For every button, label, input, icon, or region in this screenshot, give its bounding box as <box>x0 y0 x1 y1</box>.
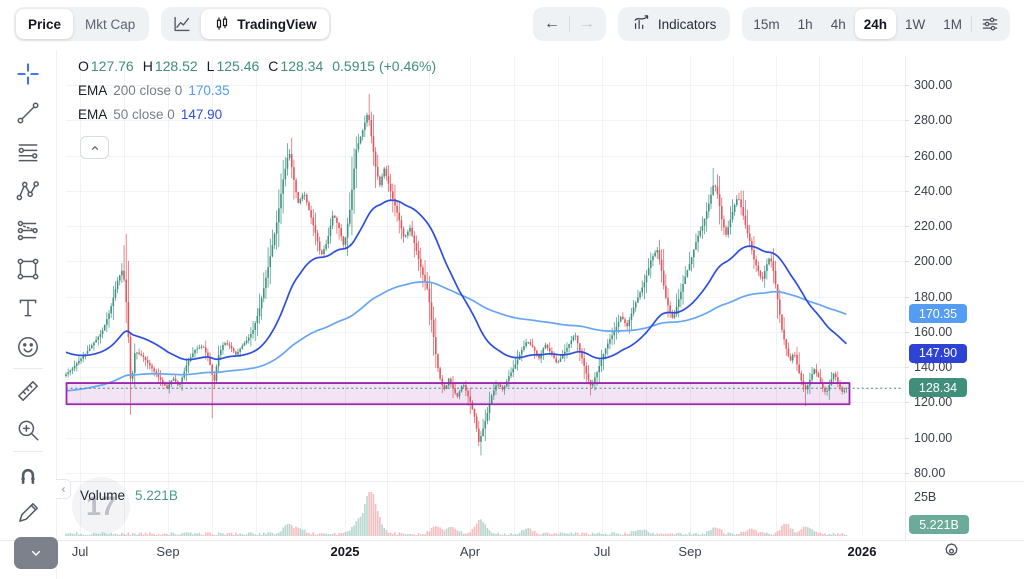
watermark-logo: 17 <box>72 477 130 535</box>
text-tool-icon[interactable] <box>11 288 45 327</box>
ruler-tool-icon[interactable] <box>11 371 45 410</box>
price-tick: 260.00 <box>914 148 953 163</box>
tab-mkt-cap[interactable]: Mkt Cap <box>85 16 136 32</box>
price-tick: 160.00 <box>914 324 953 339</box>
timeframe-24h[interactable]: 24h <box>854 9 896 39</box>
back-arrow-icon[interactable]: ← <box>543 15 560 32</box>
divider <box>13 368 43 369</box>
ema-200-row[interactable]: EMA 200 close 0 170.35 <box>78 83 230 98</box>
top-toolbar: Price Mkt Cap TradingView ← → <box>0 0 1024 48</box>
time-tick: Jul <box>593 544 611 559</box>
change-value: 0.5915 (+0.46%) <box>332 58 437 74</box>
timeframe-switch: 15m 1h 4h 24h 1W 1M <box>742 7 1010 41</box>
open-value: 127.76 <box>90 58 134 74</box>
indicators-button[interactable]: Indicators <box>617 7 731 41</box>
time-tick: Jul <box>71 544 89 559</box>
indicators-label: Indicators <box>657 16 717 32</box>
timeframe-1M[interactable]: 1M <box>943 16 962 32</box>
volume-last-badge: 5.221B <box>909 515 969 534</box>
chart-type-switch: TradingView <box>161 7 331 41</box>
chart-legend: O 127.76 H 128.52 L 125.46 C 128.34 0.5915 (… <box>78 58 437 159</box>
volume-legend: Volume 5.221B <box>80 488 178 503</box>
legend-collapse-button[interactable] <box>80 136 109 159</box>
price-tick: 120.00 <box>914 395 953 410</box>
ema-50-value: 147.90 <box>180 107 223 122</box>
ema-200-value: 170.35 <box>188 83 230 98</box>
pane-collapse-button[interactable] <box>56 479 71 499</box>
price-tick: 180.00 <box>914 289 953 304</box>
ema-50-row[interactable]: EMA 50 close 0 147.90 <box>78 107 223 122</box>
close-value: 128.34 <box>280 58 324 74</box>
divider <box>971 16 972 32</box>
long-position-tool-icon[interactable] <box>11 210 45 249</box>
time-tick: 2026 <box>847 544 877 559</box>
line-chart-icon[interactable] <box>163 9 201 39</box>
magnet-tool-icon[interactable] <box>11 454 45 493</box>
view-mode-switch: Price Mkt Cap <box>14 7 150 41</box>
timeframe-1W[interactable]: 1W <box>904 16 926 32</box>
divider <box>13 451 43 452</box>
timeframe-15m[interactable]: 15m <box>753 16 780 32</box>
indicators-icon <box>632 13 651 35</box>
volume-label: Volume <box>80 488 126 503</box>
time-tick: 2025 <box>330 544 360 559</box>
timeframe-1h[interactable]: 1h <box>797 16 813 32</box>
price-tick: 280.00 <box>914 113 953 128</box>
time-tick: Sep <box>156 544 180 559</box>
price-tick: 200.00 <box>914 254 953 269</box>
price-tick: 300.00 <box>914 78 953 92</box>
forward-arrow-icon[interactable]: → <box>578 15 595 32</box>
candlestick-icon <box>213 15 231 33</box>
price-badge: 147.90 <box>909 343 967 363</box>
draw-tool-icon[interactable] <box>11 493 45 532</box>
volume-value: 5.221B <box>135 488 178 503</box>
rectangle-tool-icon[interactable] <box>11 249 45 288</box>
zoom-in-tool-icon[interactable] <box>11 410 45 449</box>
price-tick: 80.00 <box>914 466 946 480</box>
price-badge: 128.34 <box>909 378 967 398</box>
crosshair-tool-icon[interactable] <box>11 54 45 93</box>
low-value: 125.46 <box>216 58 260 74</box>
emoji-tool-icon[interactable] <box>11 327 45 366</box>
timeframe-4h[interactable]: 4h <box>830 16 846 32</box>
history-nav: ← → <box>532 7 606 41</box>
tab-tradingview[interactable]: TradingView <box>201 9 329 39</box>
tradingview-label: TradingView <box>237 16 317 32</box>
toolbar-scroll-button[interactable] <box>14 537 58 569</box>
axis-settings-gear-icon[interactable] <box>941 541 962 567</box>
ohlc-row: O 127.76 H 128.52 L 125.46 C 128.34 0.5915 (… <box>78 58 437 74</box>
price-tick: 220.00 <box>914 219 953 234</box>
chevron-down-icon <box>31 550 41 556</box>
xabcd-pattern-tool-icon[interactable] <box>11 171 45 210</box>
drawing-toolbar <box>0 54 56 532</box>
volume-axis-tick: 25B <box>914 490 937 504</box>
divider <box>568 16 570 32</box>
price-badge: 170.35 <box>909 304 967 324</box>
time-tick: Apr <box>459 544 481 559</box>
chevron-up-icon <box>91 145 98 150</box>
fib-retracement-tool-icon[interactable] <box>11 132 45 171</box>
price-tick: 100.00 <box>914 430 953 445</box>
tab-price[interactable]: Price <box>16 9 74 39</box>
price-tick: 140.00 <box>914 360 953 375</box>
chart-settings-icon[interactable] <box>972 9 1008 39</box>
chevron-left-icon <box>61 486 65 492</box>
time-tick: Sep <box>678 544 702 559</box>
trend-line-tool-icon[interactable] <box>11 93 45 132</box>
price-tick: 240.00 <box>914 183 953 198</box>
high-value: 128.52 <box>154 58 198 74</box>
